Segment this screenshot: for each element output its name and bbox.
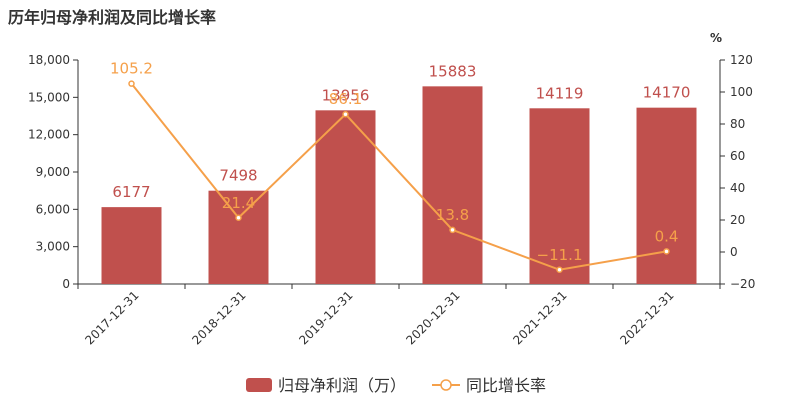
y-right-tick-label: 20 [730,213,745,227]
x-tick-label: 2020-12-31 [403,288,462,347]
y-left-tick-label: 12,000 [28,128,70,142]
bar-data-label: 14170 [643,84,691,102]
y-left-tick-label: 9,000 [36,165,70,179]
chart-title: 历年归母净利润及同比增长率 [8,8,217,27]
legend-marker-growth-rate [440,379,452,391]
bar-data-label: 13956 [322,86,370,104]
growth-rate-point [235,214,242,222]
y-left-tick-label: 3,000 [36,240,70,254]
growth-rate-point [449,226,456,234]
bar-data-label: 7498 [219,167,257,185]
line-data-label: −11.1 [537,246,583,264]
bar [315,110,376,284]
legend-swatch-net-profit [246,378,272,392]
x-tick-label: 2017-12-31 [82,288,141,347]
growth-rate-point [342,110,349,118]
bar [422,86,483,285]
y-right-unit-label: % [710,31,722,45]
x-tick-label: 2018-12-31 [189,288,248,347]
y-right-tick-label: 40 [730,181,745,195]
legend-label-growth-rate: 同比增长率 [466,376,546,395]
y-left-tick-label: 15,000 [28,90,70,104]
y-right-tick-label: 120 [730,53,753,67]
y-right-tick-label: 60 [730,149,745,163]
bar-data-label: 15883 [429,62,477,80]
x-tick-label: 2019-12-31 [296,288,355,347]
y-left-tick-label: 0 [62,277,70,291]
line-data-label: 21.4 [222,194,255,212]
growth-rate-point [663,248,670,255]
x-tick-label: 2022-12-31 [617,288,676,347]
bar [208,190,269,284]
legend-label-net-profit: 归母净利润（万） [278,376,406,395]
bar-data-label: 6177 [112,183,150,201]
line-data-label: 86.1 [329,90,362,108]
y-right-tick-label: 100 [730,85,753,99]
y-right-tick-label: 80 [730,117,745,131]
y-right-tick-label: −20 [730,277,755,291]
growth-rate-point [128,80,135,87]
growth-rate-point [556,266,563,274]
growth-rate-line [130,83,667,271]
bar [101,207,162,284]
y-right-tick-label: 0 [730,245,738,259]
y-left-tick-label: 18,000 [28,53,70,67]
bar [529,108,590,284]
line-data-label: 0.4 [655,227,679,245]
bar [636,107,697,284]
x-tick-label: 2021-12-31 [510,288,569,347]
y-left-tick-label: 6,000 [36,202,70,216]
bar-data-label: 14119 [536,84,584,102]
line-data-label: 13.8 [436,206,469,224]
line-data-label: 105.2 [110,60,153,78]
